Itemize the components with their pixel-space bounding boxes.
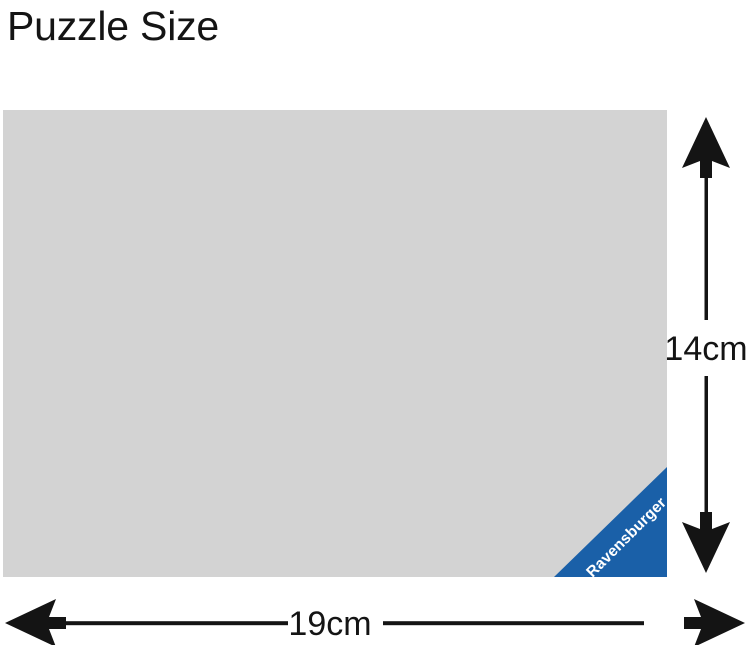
page-title: Puzzle Size xyxy=(7,3,220,49)
width-dimension-arrow xyxy=(5,599,745,645)
width-line-right xyxy=(383,621,644,626)
arrow-left-icon xyxy=(5,599,66,645)
width-line-left xyxy=(66,621,288,626)
height-line-upper xyxy=(704,178,708,320)
width-dimension-label: 19cm xyxy=(288,605,372,643)
ravensburger-logo: Ravensburger xyxy=(554,467,667,577)
arrow-down-icon xyxy=(682,512,730,573)
height-line-lower xyxy=(704,376,708,520)
arrow-right-icon xyxy=(684,599,745,645)
height-dimension-label: 14cm xyxy=(664,330,748,368)
arrow-up-icon xyxy=(682,117,730,178)
puzzle-image-placeholder: Ravensburger xyxy=(3,110,667,577)
